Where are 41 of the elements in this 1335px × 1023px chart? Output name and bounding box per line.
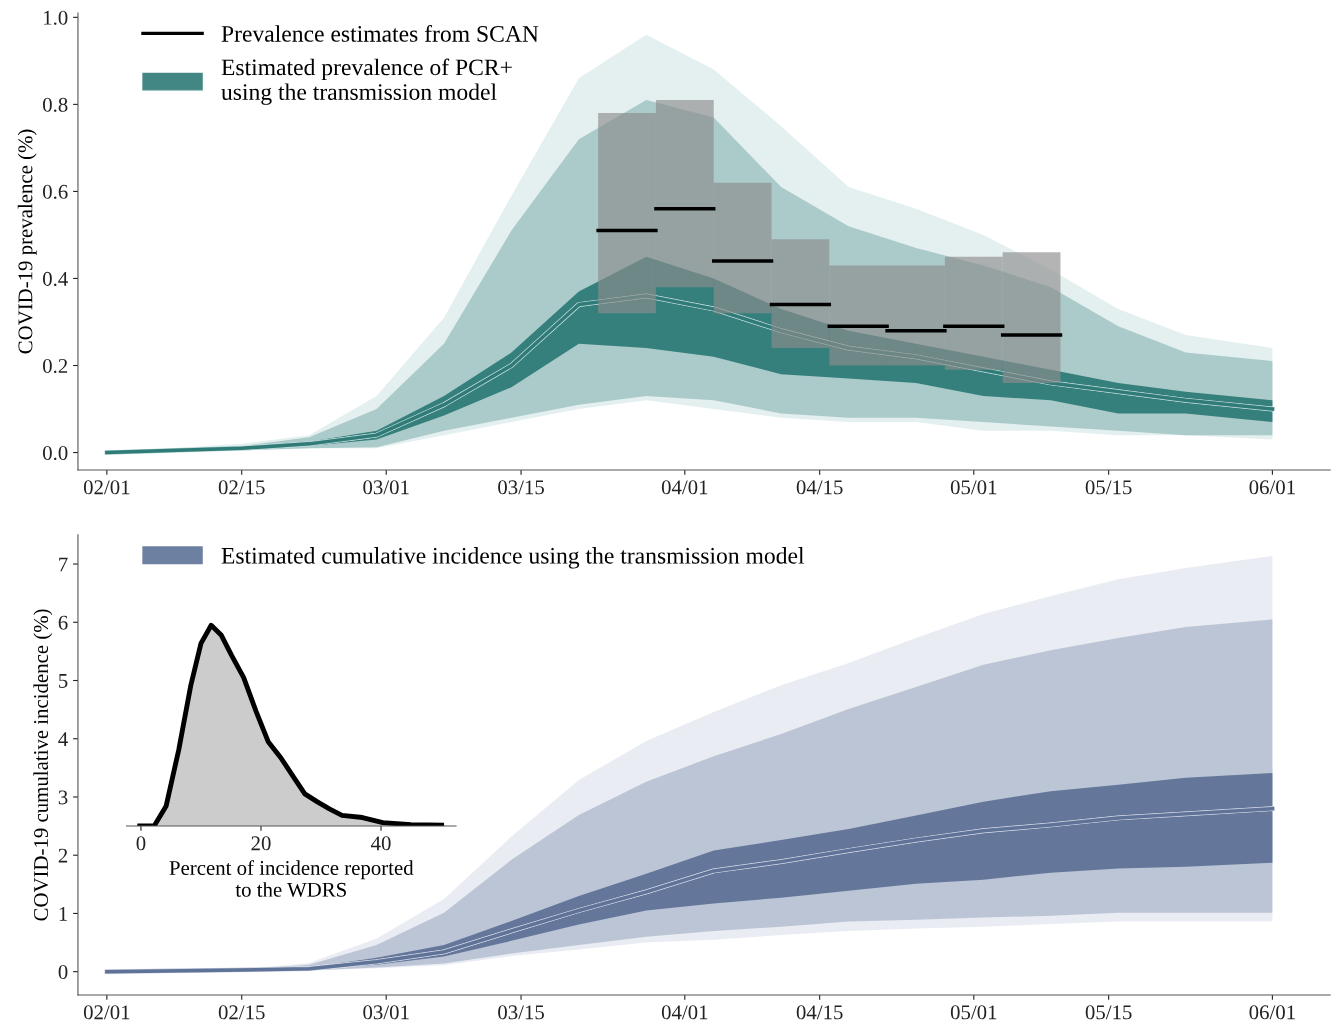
x-tick-label: 02/01 [83,480,130,495]
x-tick-label: 05/01 [950,480,997,495]
legend-label: Prevalence estimates from SCAN [221,25,539,42]
y-tick-label: 0.8 [42,97,68,112]
x-tick-label: 40 [371,836,391,851]
y-tick-label: 0 [58,965,68,980]
x-tick-label: 06/01 [1249,1005,1295,1020]
y-tick-label: 0.2 [42,358,68,374]
x-tick-label: 05/15 [1085,480,1132,495]
y-tick-label: 4 [58,732,68,746]
x-tick-label: 04/01 [661,1005,708,1020]
x-tick-label: 02/15 [218,480,265,495]
x-tick-label: 02/15 [218,1005,265,1020]
y-axis-title: COVID-19 cumulative incidence (%) [33,609,53,921]
x-tick-label: 02/01 [83,1005,130,1020]
y-tick-label: 1.0 [44,10,68,25]
y-tick-label: 0.4 [42,271,68,286]
legend-label: Estimated cumulative incidence using the transmission model [221,547,805,569]
x-tick-label: 04/01 [661,480,708,495]
y-tick-label: 5 [59,674,68,688]
x-tick-label: 05/15 [1085,1005,1132,1020]
y-tick-label: 3 [58,790,68,805]
x-tick-label: 05/01 [950,1005,997,1020]
x-tick-label: 03/15 [498,480,544,495]
y-axis-title: COVID-19 prevalence (%) [17,129,37,354]
y-tick-label: 6 [58,615,68,630]
y-tick-label: 7 [59,557,68,572]
x-tick-label: 03/01 [363,480,409,495]
x-tick-label: 04/15 [796,1005,843,1020]
y-tick-label: 0.0 [42,445,68,461]
legend-label: Estimated prevalence of PCR+ using the transmission model [221,58,512,105]
x-tick-label: 03/15 [498,1005,544,1020]
x-axis-title: Percent of incidence reported to the WDRS [169,860,414,897]
y-tick-label: 2 [58,848,68,863]
x-tick-label: 03/01 [363,1005,409,1020]
x-tick-label: 20 [251,836,271,851]
y-tick-label: 0.6 [42,184,68,199]
x-tick-label: 04/15 [796,480,843,495]
y-tick-label: 1 [59,906,67,921]
x-tick-label: 0 [136,836,146,851]
x-tick-label: 06/01 [1249,480,1295,495]
